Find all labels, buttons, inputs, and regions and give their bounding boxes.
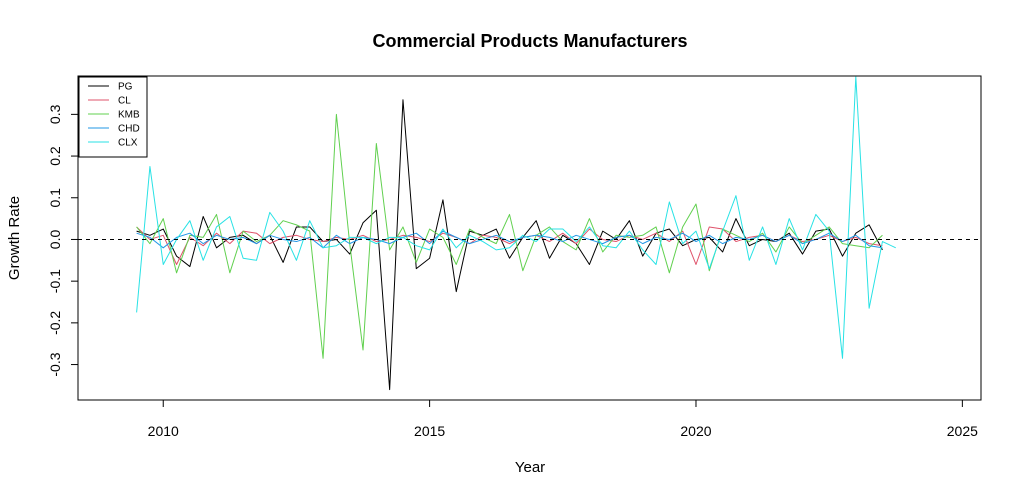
legend-box xyxy=(78,76,148,158)
series-group xyxy=(78,76,981,391)
y-tick-label: 0.0 xyxy=(47,230,63,250)
y-tick-label: -0.3 xyxy=(47,352,63,376)
legend-label: CLX xyxy=(118,138,138,149)
y-tick-label: 0.3 xyxy=(47,104,63,124)
plot-area xyxy=(78,76,981,391)
x-tick-label: 2020 xyxy=(680,423,711,439)
y-tick-label: -0.2 xyxy=(47,311,63,335)
x-tick-label: 2010 xyxy=(148,423,179,439)
y-tick-label: 0.1 xyxy=(47,188,63,208)
y-tick-label: 0.2 xyxy=(47,146,63,166)
legend-label: PG xyxy=(118,82,133,93)
series-line-clx xyxy=(136,76,896,359)
legend-label: CHD xyxy=(118,124,140,135)
chart-title: Commercial Products Manufacturers xyxy=(372,31,687,51)
series-line-chd xyxy=(136,230,883,249)
x-tick-label: 2025 xyxy=(947,423,978,439)
legend-label: KMB xyxy=(118,110,140,121)
x-axis-label: Year xyxy=(515,459,545,476)
x-tick-label: 2015 xyxy=(414,423,445,439)
legend: PG CL KMB CHD CLX xyxy=(78,76,148,158)
x-axis: 2010 2015 2020 2025 xyxy=(148,399,978,439)
y-axis-label: Growth Rate xyxy=(6,196,23,280)
legend-label: CL xyxy=(118,96,131,107)
y-tick-label: -0.1 xyxy=(47,269,63,293)
series-line-kmb xyxy=(136,113,883,359)
y-axis: -0.3 -0.2 -0.1 0.0 0.1 0.2 0.3 xyxy=(47,104,79,377)
